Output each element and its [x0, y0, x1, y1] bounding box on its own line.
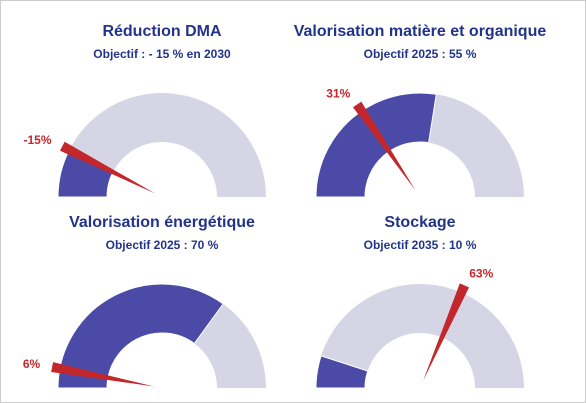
- gauge-subtitle: Objectif 2025 : 70 %: [106, 238, 219, 252]
- gauge-fill: [57, 283, 224, 389]
- gauge-track: [194, 303, 266, 388]
- gauge-subtitle: Objectif : - 15 % en 2030: [93, 47, 231, 61]
- gauge-needle: [352, 101, 416, 191]
- needle-label: -15%: [23, 133, 51, 147]
- needle-label: 31%: [326, 87, 350, 101]
- gauge-track: [428, 94, 524, 197]
- gauge-fill: [315, 355, 369, 389]
- gauge-track: [69, 93, 266, 197]
- gauge-title: Valorisation matière et organique: [294, 23, 547, 40]
- gauge-needle: [60, 141, 155, 194]
- gauge-title: Réduction DMA: [102, 23, 222, 40]
- gauge-title: Valorisation énergétique: [69, 214, 255, 231]
- gauge-subtitle: Objectif 2035 : 10 %: [364, 238, 477, 252]
- needle-label: 63%: [469, 266, 493, 280]
- gauge-needle: [51, 362, 155, 387]
- gauge-title: Stockage: [384, 214, 455, 231]
- needle-label: 6%: [23, 357, 41, 371]
- gauge-track: [321, 284, 524, 388]
- gauge-needle: [423, 283, 470, 381]
- gauge-subtitle: Objectif 2025 : 55 %: [364, 47, 477, 61]
- gauge-fill: [315, 92, 437, 198]
